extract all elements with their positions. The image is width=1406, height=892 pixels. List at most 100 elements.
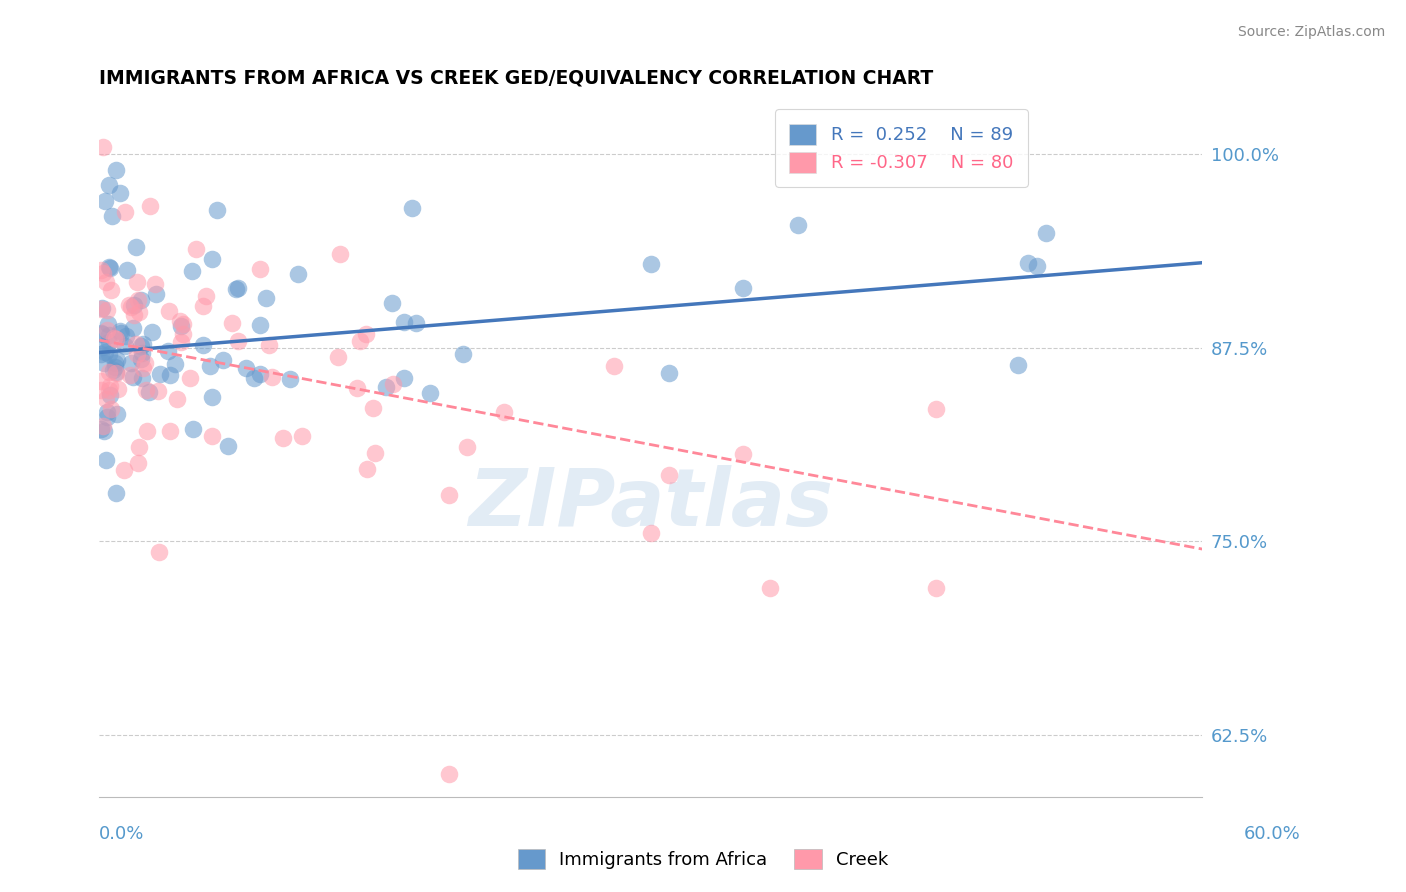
- Point: [122, 308, 145, 322]
- Point: [375, 380, 398, 394]
- Point: [101, 363, 124, 377]
- Point: [169, 313, 191, 327]
- Point: [90, 383, 112, 397]
- Point: [201, 390, 224, 404]
- Point: [731, 281, 754, 295]
- Point: [329, 247, 352, 261]
- Point: [120, 368, 142, 383]
- Point: [103, 331, 125, 345]
- Point: [120, 300, 142, 314]
- Point: [1035, 226, 1057, 240]
- Point: [356, 462, 378, 476]
- Text: Source: ZipAtlas.com: Source: ZipAtlas.com: [1237, 25, 1385, 39]
- Point: [328, 350, 350, 364]
- Point: [100, 283, 122, 297]
- Point: [125, 240, 148, 254]
- Point: [107, 382, 129, 396]
- Point: [98, 388, 121, 402]
- Point: [125, 337, 148, 351]
- Point: [1025, 259, 1047, 273]
- Point: [149, 367, 172, 381]
- Point: [91, 340, 114, 354]
- Point: [419, 385, 441, 400]
- Point: [492, 405, 515, 419]
- Point: [94, 194, 117, 208]
- Point: [249, 318, 271, 333]
- Point: [291, 429, 314, 443]
- Point: [786, 218, 808, 232]
- Point: [437, 766, 460, 780]
- Point: [97, 317, 120, 331]
- Point: [191, 299, 214, 313]
- Point: [105, 352, 128, 367]
- Point: [225, 282, 247, 296]
- Point: [91, 266, 114, 280]
- Point: [90, 326, 112, 340]
- Point: [179, 371, 201, 385]
- Point: [97, 178, 120, 193]
- Point: [107, 407, 129, 421]
- Point: [134, 356, 156, 370]
- Point: [128, 305, 150, 319]
- Point: [287, 268, 309, 282]
- Point: [392, 315, 415, 329]
- Point: [254, 291, 277, 305]
- Point: [115, 329, 138, 343]
- Point: [110, 326, 132, 340]
- Point: [91, 301, 114, 316]
- Point: [128, 441, 150, 455]
- Point: [159, 424, 181, 438]
- Point: [94, 275, 117, 289]
- Point: [91, 139, 114, 153]
- Point: [759, 581, 782, 595]
- Point: [356, 326, 378, 341]
- Point: [135, 383, 157, 397]
- Point: [90, 347, 112, 361]
- Point: [640, 256, 662, 270]
- Point: [1007, 358, 1029, 372]
- Point: [924, 581, 946, 595]
- Point: [105, 366, 128, 380]
- Point: [146, 384, 169, 399]
- Point: [262, 369, 284, 384]
- Point: [127, 456, 149, 470]
- Point: [139, 199, 162, 213]
- Point: [349, 334, 371, 349]
- Point: [205, 202, 228, 217]
- Point: [172, 317, 194, 331]
- Point: [165, 357, 187, 371]
- Point: [101, 209, 124, 223]
- Point: [640, 526, 662, 541]
- Point: [108, 186, 131, 200]
- Point: [381, 296, 404, 310]
- Point: [170, 319, 193, 334]
- Point: [198, 359, 221, 374]
- Point: [217, 439, 239, 453]
- Point: [157, 303, 180, 318]
- Point: [122, 321, 145, 335]
- Point: [181, 422, 204, 436]
- Point: [93, 355, 115, 369]
- Point: [112, 463, 135, 477]
- Point: [94, 392, 117, 407]
- Point: [90, 327, 112, 342]
- Point: [156, 343, 179, 358]
- Point: [141, 325, 163, 339]
- Point: [98, 379, 121, 393]
- Point: [201, 429, 224, 443]
- Point: [96, 303, 118, 318]
- Point: [172, 326, 194, 341]
- Point: [104, 356, 127, 370]
- Point: [437, 488, 460, 502]
- Point: [104, 162, 127, 177]
- Point: [143, 277, 166, 291]
- Point: [249, 368, 271, 382]
- Point: [105, 486, 128, 500]
- Text: 0.0%: 0.0%: [98, 825, 143, 843]
- Point: [235, 360, 257, 375]
- Point: [658, 366, 681, 380]
- Point: [91, 419, 114, 434]
- Point: [98, 365, 121, 379]
- Point: [104, 360, 127, 375]
- Point: [278, 372, 301, 386]
